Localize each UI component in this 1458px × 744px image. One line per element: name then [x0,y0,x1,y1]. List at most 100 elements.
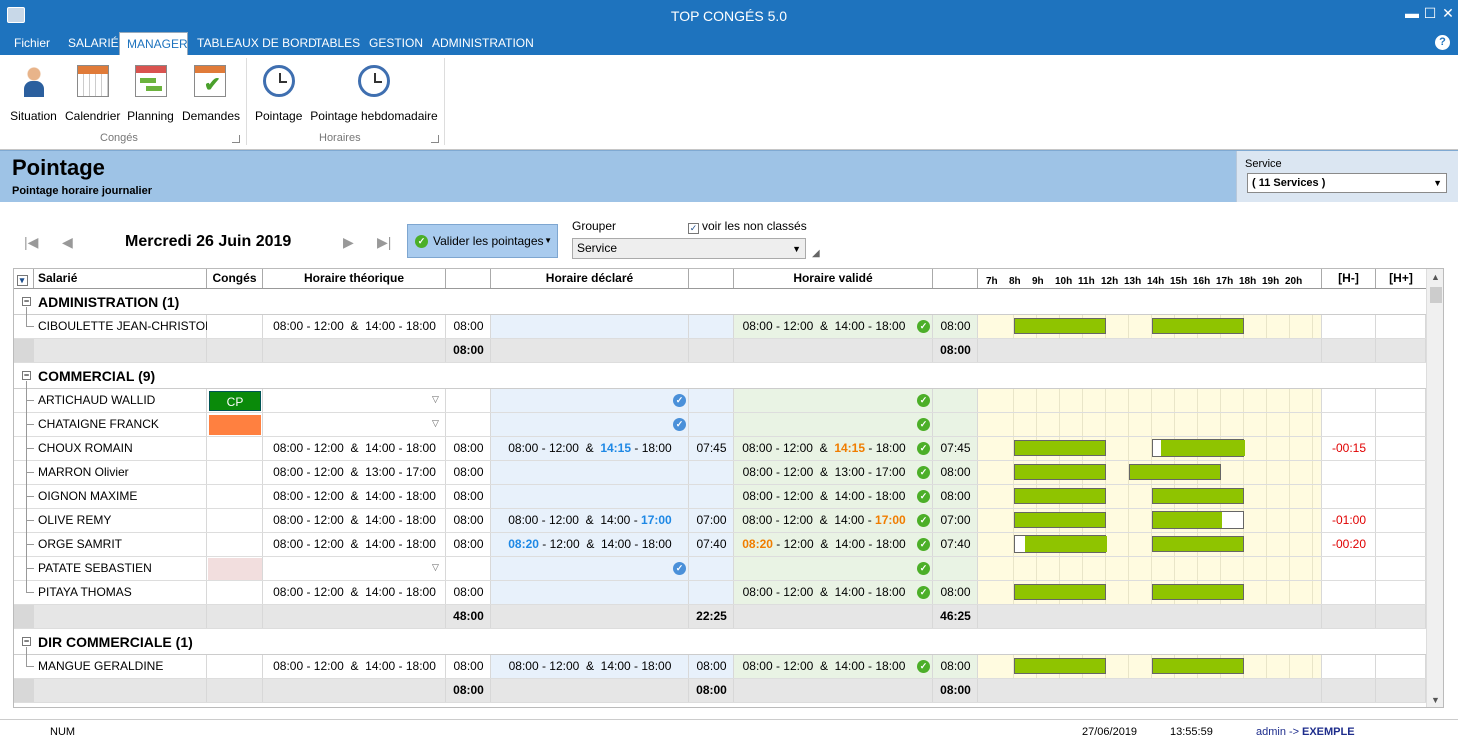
check-icon[interactable]: ✓ [917,466,930,479]
dropdown-arrow-icon[interactable]: ▼ [544,236,552,245]
employee-row[interactable]: PITAYA THOMAS 08:00 - 12:00 & 14:00 - 18:… [14,581,1426,605]
situation-button[interactable]: Situation [10,65,57,123]
pointage-hebdomadaire-button[interactable]: Pointage hebdomadaire [310,65,438,123]
employee-name[interactable]: PATATE SEBASTIEN [38,561,152,575]
employee-name[interactable]: ORGE SAMRIT [38,537,123,551]
menu-manager[interactable]: MANAGER [119,32,188,55]
check-icon[interactable]: ✓ [673,562,686,575]
app-icon[interactable] [7,7,25,23]
collapse-icon[interactable]: − [22,370,31,380]
check-icon[interactable]: ✓ [917,538,930,551]
group-row[interactable]: − COMMERCIAL (9) [14,363,1426,389]
close-button[interactable]: ✕ [1442,5,1454,21]
check-icon[interactable]: ✓ [917,320,930,333]
check-icon[interactable]: ✓ [917,586,930,599]
menu-gestion[interactable]: GESTION [369,36,424,50]
horaire-valide[interactable]: 08:00 - 12:00 & 14:00 - 18:00 [734,655,914,678]
check-icon[interactable]: ✓ [917,442,930,455]
employee-row[interactable]: OLIVE REMY 08:00 - 12:00 & 14:00 - 18:00 0… [14,509,1426,533]
scroll-thumb[interactable] [1430,287,1442,303]
employee-row[interactable]: MANGUE GERALDINE 08:00 - 12:00 & 14:00 - … [14,655,1426,679]
employee-name[interactable]: CHATAIGNE FRANCK [38,417,159,431]
collapse-icon[interactable]: − [22,636,31,646]
horaire-valide[interactable]: 08:00 - 12:00 & 14:15 - 18:00 [734,437,914,460]
check-icon[interactable]: ✓ [673,394,686,407]
employee-name[interactable]: MANGUE GERALDINE [38,659,164,673]
horaire-valide[interactable]: 08:00 - 12:00 & 14:00 - 17:00 [734,509,914,532]
chevron-down-icon[interactable]: ▽ [432,394,439,404]
maximize-button[interactable]: ☐ [1423,5,1437,21]
employee-row[interactable]: OIGNON MAXIME 08:00 - 12:00 & 14:00 - 18:… [14,485,1426,509]
horaire-declare[interactable]: 08:00 - 12:00 & 14:15 - 18:00 [491,437,689,460]
horaire-valide[interactable]: 08:00 - 12:00 & 14:00 - 18:00 [734,581,914,604]
theo-total: 08:00 [453,659,484,673]
menu-salarie[interactable]: SALARIÉ [68,36,119,50]
previous-day-icon[interactable]: ◀ [62,234,73,250]
employee-row[interactable]: ARTICHAUD WALLID CP ▽ ✓ ✓ [14,389,1426,413]
minimize-button[interactable]: ▬ [1405,5,1419,21]
planning-button[interactable]: Planning [127,65,174,123]
header-h-minus[interactable]: [H-] [1322,269,1376,288]
check-icon[interactable]: ✓ [917,562,930,575]
header-horaire-declare[interactable]: Horaire déclaré [491,269,689,288]
menu-tableaux-de-bord[interactable]: TABLEAUX DE BORD [197,36,317,50]
employee-row[interactable]: CHATAIGNE FRANCK ▽ ✓ ✓ [14,413,1426,437]
last-day-icon[interactable]: ▶| [377,234,392,250]
employee-row[interactable]: ORGE SAMRIT 08:00 - 12:00 & 14:00 - 18:00… [14,533,1426,557]
conges-launcher-icon[interactable] [232,135,240,143]
valider-pointages-button[interactable]: ✓ Valider les pointages ▼ [407,224,558,258]
check-icon[interactable]: ✓ [917,660,930,673]
header-h-plus[interactable]: [H+] [1389,271,1413,285]
employee-row[interactable]: CIBOULETTE JEAN-CHRISTOPHE 08:00 - 12:00 … [14,315,1426,339]
scroll-down-icon[interactable]: ▼ [1431,695,1440,705]
employee-name[interactable]: OLIVE REMY [38,513,112,527]
check-icon[interactable]: ✓ [917,514,930,527]
header-conges[interactable]: Congés [207,269,263,288]
employee-row[interactable]: CHOUX ROMAIN 08:00 - 12:00 & 14:00 - 18:0… [14,437,1426,461]
employee-name[interactable]: MARRON Olivier [38,465,129,479]
help-icon[interactable]: ? [1435,35,1450,50]
header-horaire-theorique[interactable]: Horaire théorique [263,269,446,288]
check-icon[interactable]: ✓ [917,418,930,431]
pointage-button[interactable]: Pointage [255,65,302,123]
horaire-declare[interactable]: 08:00 - 12:00 & 14:00 - 17:00 [491,509,689,532]
voir-non-classes-checkbox[interactable]: ✓ voir les non classés [688,219,807,234]
chevron-down-icon[interactable]: ▽ [432,562,439,572]
horaire-valide[interactable]: 08:00 - 12:00 & 14:00 - 18:00 [734,315,914,338]
first-day-icon[interactable]: |◀ [24,234,39,250]
calendrier-button[interactable]: Calendrier [65,65,120,123]
vertical-scrollbar[interactable]: ▲ ▼ [1426,269,1443,707]
group-row[interactable]: − ADMINISTRATION (1) [14,289,1426,315]
check-icon[interactable]: ✓ [917,490,930,503]
header-salarie[interactable]: Salarié [34,269,207,288]
employee-row[interactable]: PATATE SEBASTIEN ▽ ✓ ✓ [14,557,1426,581]
horaire-valide[interactable]: 08:00 - 12:00 & 13:00 - 17:00 [734,461,914,484]
employee-name[interactable]: PITAYA THOMAS [38,585,132,599]
grouper-select[interactable]: Service ▼ [572,238,806,259]
menu-administration[interactable]: ADMINISTRATION [432,36,534,50]
employee-name[interactable]: CHOUX ROMAIN [38,441,133,455]
employee-name[interactable]: ARTICHAUD WALLID [38,393,156,407]
check-icon[interactable]: ✓ [917,394,930,407]
service-select[interactable]: ( 11 Services ) ▼ [1247,173,1447,193]
resize-grip-icon[interactable]: ◢ [812,248,820,259]
collapse-icon[interactable]: − [22,296,31,306]
header-horaire-valide[interactable]: Horaire validé [734,269,933,288]
employee-name[interactable]: OIGNON MAXIME [38,489,138,503]
employee-row[interactable]: MARRON Olivier 08:00 - 12:00 & 13:00 - 17… [14,461,1426,485]
menu-fichier[interactable]: Fichier [14,36,51,50]
scroll-up-icon[interactable]: ▲ [1431,272,1440,282]
chevron-down-icon[interactable]: ▽ [432,418,439,428]
select-all-checkbox[interactable]: ▾ [14,269,34,288]
horaire-declare[interactable]: 08:00 - 12:00 & 14:00 - 18:00 [491,655,689,678]
horaire-valide[interactable]: 08:00 - 12:00 & 14:00 - 18:00 [734,485,914,508]
employee-name[interactable]: CIBOULETTE JEAN-CHRISTOPHE [38,319,207,333]
next-day-icon[interactable]: ▶ [343,234,354,250]
horaire-declare[interactable]: 08:20 - 12:00 & 14:00 - 18:00 [491,533,689,556]
check-icon[interactable]: ✓ [673,418,686,431]
demandes-button[interactable]: Demandes [182,65,240,123]
horaires-launcher-icon[interactable] [431,135,439,143]
horaire-valide[interactable]: 08:20 - 12:00 & 14:00 - 18:00 [734,533,914,556]
group-row[interactable]: − DIR COMMERCIALE (1) [14,629,1426,655]
menu-tables[interactable]: TABLES [315,36,361,50]
